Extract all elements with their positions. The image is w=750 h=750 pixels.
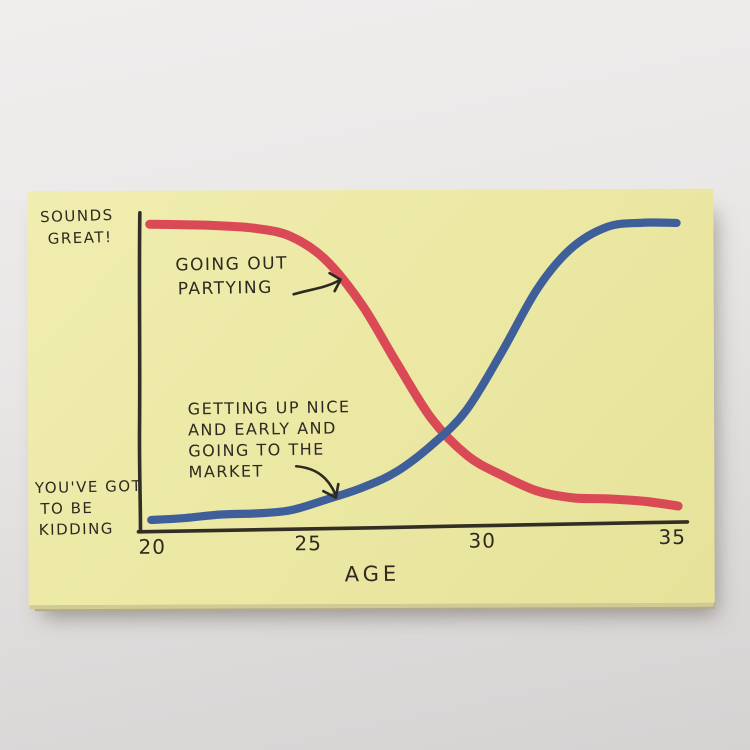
sticky-note: SOUNDS GREAT! YOU'VE GOT TO BE KIDDING G… xyxy=(27,188,715,606)
blue-series-annotation-line: MARKET xyxy=(188,461,264,482)
y-axis-bottom-label-line: TO BE xyxy=(40,498,94,519)
blue-series-annotation-line: GETTING UP NICE xyxy=(187,397,351,419)
arrow-to-red-curve xyxy=(292,271,342,296)
x-tick-30: 30 xyxy=(468,528,496,553)
blue-series-annotation-line: AND EARLY AND xyxy=(187,418,338,440)
y-axis-bottom-label: YOU'VE GOT TO BE KIDDING xyxy=(35,476,144,541)
hand-drawn-chart xyxy=(136,211,690,534)
blue-series-annotation: GETTING UP NICE AND EARLY AND GOING TO T… xyxy=(188,396,352,482)
y-axis-top-label: SOUNDS GREAT! xyxy=(40,204,115,250)
y-axis-bottom-label-line: YOU'VE GOT xyxy=(34,476,143,498)
blue-series-annotation-line: GOING TO THE xyxy=(188,439,325,461)
y-axis-top-label-line: GREAT! xyxy=(47,227,113,248)
arrow-to-blue-curve xyxy=(294,464,340,499)
y-axis-bottom-label-line: KIDDING xyxy=(38,519,115,540)
y-axis-top-label-line: SOUNDS xyxy=(39,205,114,227)
x-tick-20: 20 xyxy=(138,534,167,559)
red-series-annotation-line: PARTYING xyxy=(177,277,274,300)
y-axis-line xyxy=(137,211,143,534)
red-series-annotation: GOING OUT PARTYING xyxy=(175,252,288,302)
partying-curve xyxy=(145,219,683,511)
x-axis-line xyxy=(136,520,690,534)
x-tick-25: 25 xyxy=(294,531,323,556)
red-series-annotation-line: GOING OUT xyxy=(175,253,289,276)
market-curve xyxy=(147,218,681,525)
x-axis-title: AGE xyxy=(344,561,401,587)
x-tick-35: 35 xyxy=(658,524,686,549)
